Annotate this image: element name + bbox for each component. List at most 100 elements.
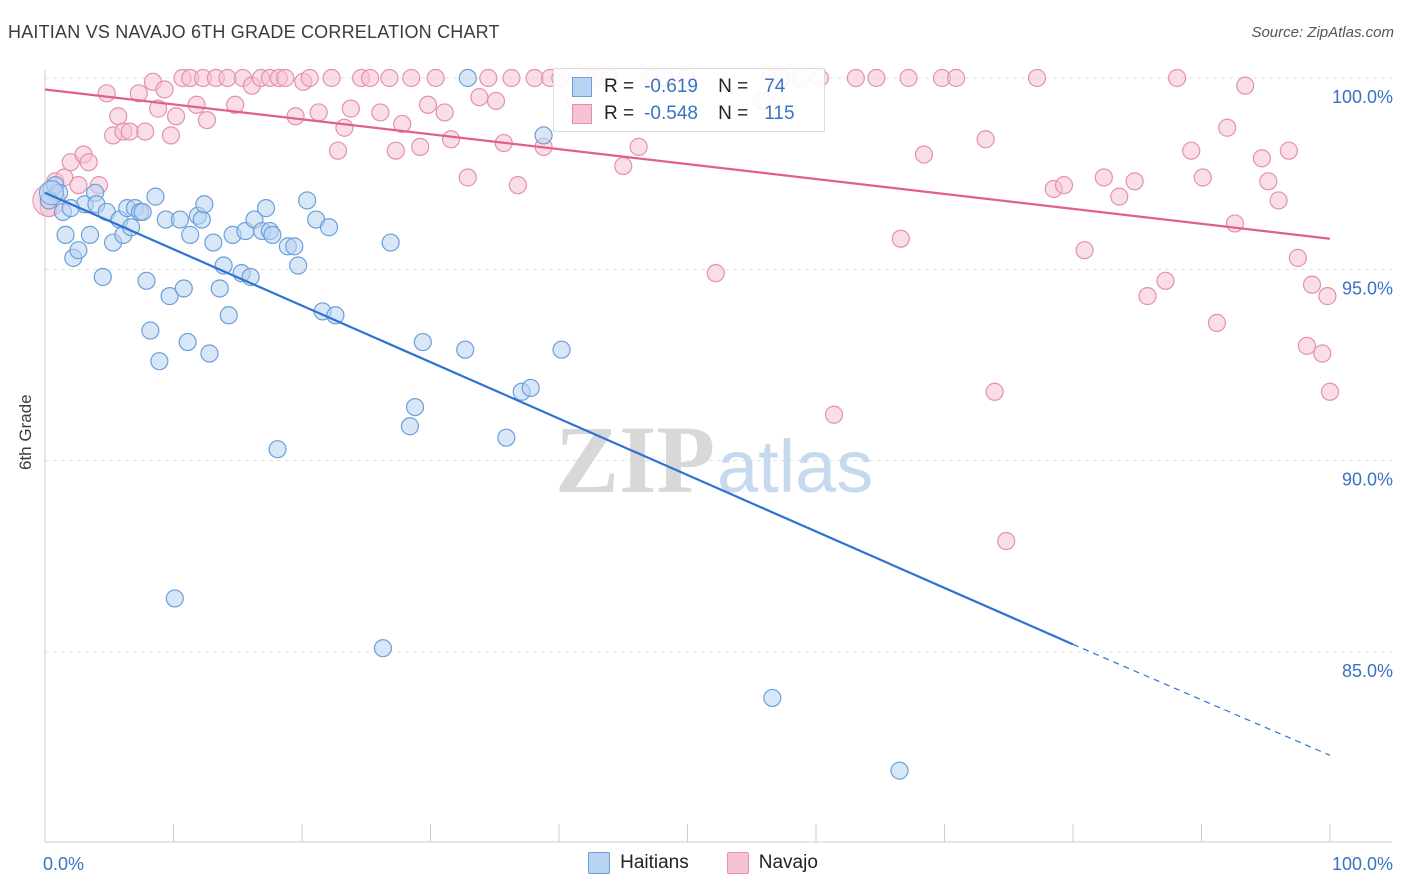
navajo-point xyxy=(1269,191,1288,210)
navajo-legend-swatch xyxy=(726,852,749,874)
navajo-point xyxy=(914,145,934,164)
navajo-point xyxy=(486,91,506,111)
trend-lines xyxy=(44,88,1331,756)
gridlines xyxy=(45,77,1392,653)
navajo-point xyxy=(187,95,206,114)
navajo-point xyxy=(1218,118,1237,137)
axes xyxy=(44,70,1392,843)
navajo-point xyxy=(1193,168,1212,187)
haitian-point xyxy=(181,225,200,244)
navajo-point xyxy=(458,168,477,187)
watermark-atlas: atlas xyxy=(717,425,873,508)
navajo-point xyxy=(129,84,148,103)
navajo-point xyxy=(109,107,128,126)
legend-label-navajo: Navajo xyxy=(758,852,818,873)
navajo-point xyxy=(341,99,360,118)
navajo-point xyxy=(136,122,155,141)
chart-title: HAITIAN VS NAVAJO 6TH GRADE CORRELATION … xyxy=(8,22,500,42)
haitian-point xyxy=(456,340,475,359)
navajo-point xyxy=(393,114,412,134)
navajo-point xyxy=(411,137,430,156)
haitian-point xyxy=(289,256,308,275)
haitian-point xyxy=(200,344,219,363)
source-credit: Source: ZipAtlas.com xyxy=(1251,24,1394,41)
navajo-point xyxy=(1297,336,1316,355)
haitian-point xyxy=(170,210,190,229)
legend-r-label: R = xyxy=(604,103,635,124)
haitian-point xyxy=(285,237,304,256)
y-tick-label: 100.0% xyxy=(1332,87,1393,107)
navajo-point xyxy=(322,68,341,88)
watermark-zip: ZIP xyxy=(555,406,715,513)
haitian-point xyxy=(263,225,282,244)
navajo-point xyxy=(79,153,98,172)
navajo-swatch xyxy=(572,104,592,124)
navajo-point xyxy=(1236,76,1255,95)
haitians-swatch xyxy=(572,77,592,97)
navajo-point xyxy=(946,68,966,88)
haitians-legend-swatch xyxy=(588,852,611,874)
haitian-point xyxy=(146,187,165,206)
haitian-point xyxy=(195,195,214,214)
legend-item-haitians[interactable]: Haitians xyxy=(588,852,689,874)
haitian-point xyxy=(93,267,112,287)
navajo-point xyxy=(1075,241,1094,260)
haitian-point xyxy=(256,199,276,218)
haitian-point xyxy=(413,332,432,352)
navajo-point xyxy=(846,68,865,88)
navajo-point xyxy=(155,80,174,99)
haitian-point xyxy=(150,352,169,371)
haitian-point xyxy=(133,202,152,222)
haitian-point xyxy=(534,126,553,145)
navajo-point xyxy=(976,130,995,149)
navajo-point xyxy=(335,118,354,137)
navajo-point xyxy=(435,103,454,122)
haitian-point xyxy=(400,417,420,436)
navajo-point xyxy=(997,531,1016,551)
haitian-point xyxy=(405,397,425,417)
legend-row-navajo: R = -0.548 N = 115 xyxy=(572,101,795,127)
navajo-point xyxy=(441,130,461,149)
navajo-point xyxy=(161,126,181,145)
haitian-point xyxy=(521,378,540,398)
navajo-point xyxy=(286,107,305,126)
haitians-trend-extension xyxy=(1072,643,1331,756)
navajo-point xyxy=(470,88,489,107)
y-tick-label: 90.0% xyxy=(1342,470,1393,490)
tick-labels: 100.0% 95.0% 90.0% 85.0% 0.0% 100.0% xyxy=(43,87,1393,874)
watermark: ZIP atlas xyxy=(555,406,873,513)
legend-r-value: -0.619 xyxy=(644,76,698,97)
navajo-point xyxy=(824,405,844,424)
navajo-point xyxy=(1138,287,1157,306)
navajo-point xyxy=(97,84,116,103)
navajo-point xyxy=(1182,141,1201,160)
navajo-point xyxy=(614,156,633,176)
navajo-point xyxy=(1110,187,1129,206)
haitian-point xyxy=(298,191,317,210)
navajo-point xyxy=(1027,68,1047,88)
navajo-point xyxy=(1125,172,1144,191)
navajo-point xyxy=(371,103,390,122)
haitian-point xyxy=(458,68,477,88)
haitian-point xyxy=(552,340,571,359)
haitian-point xyxy=(319,218,339,237)
legend-row-haitians: R = -0.619 N = 74 xyxy=(572,74,785,100)
navajo-trend-line xyxy=(44,88,1331,240)
haitian-point xyxy=(219,306,238,325)
navajo-point xyxy=(1313,344,1332,363)
navajo-point xyxy=(1302,275,1322,294)
navajo-point xyxy=(1207,313,1227,333)
haitian-point xyxy=(174,279,193,298)
navajo-point xyxy=(276,68,295,88)
legend-r-label: R = xyxy=(604,76,635,97)
y-tick-label: 95.0% xyxy=(1342,278,1393,298)
haitian-point xyxy=(141,321,160,340)
navajo-point xyxy=(1279,141,1298,160)
legend-r-value: -0.548 xyxy=(644,103,698,124)
navajo-point xyxy=(508,176,527,195)
navajo-point xyxy=(1288,248,1307,267)
navajo-point xyxy=(309,103,328,122)
legend-item-navajo[interactable]: Navajo xyxy=(726,852,818,874)
navajo-point xyxy=(328,141,348,160)
